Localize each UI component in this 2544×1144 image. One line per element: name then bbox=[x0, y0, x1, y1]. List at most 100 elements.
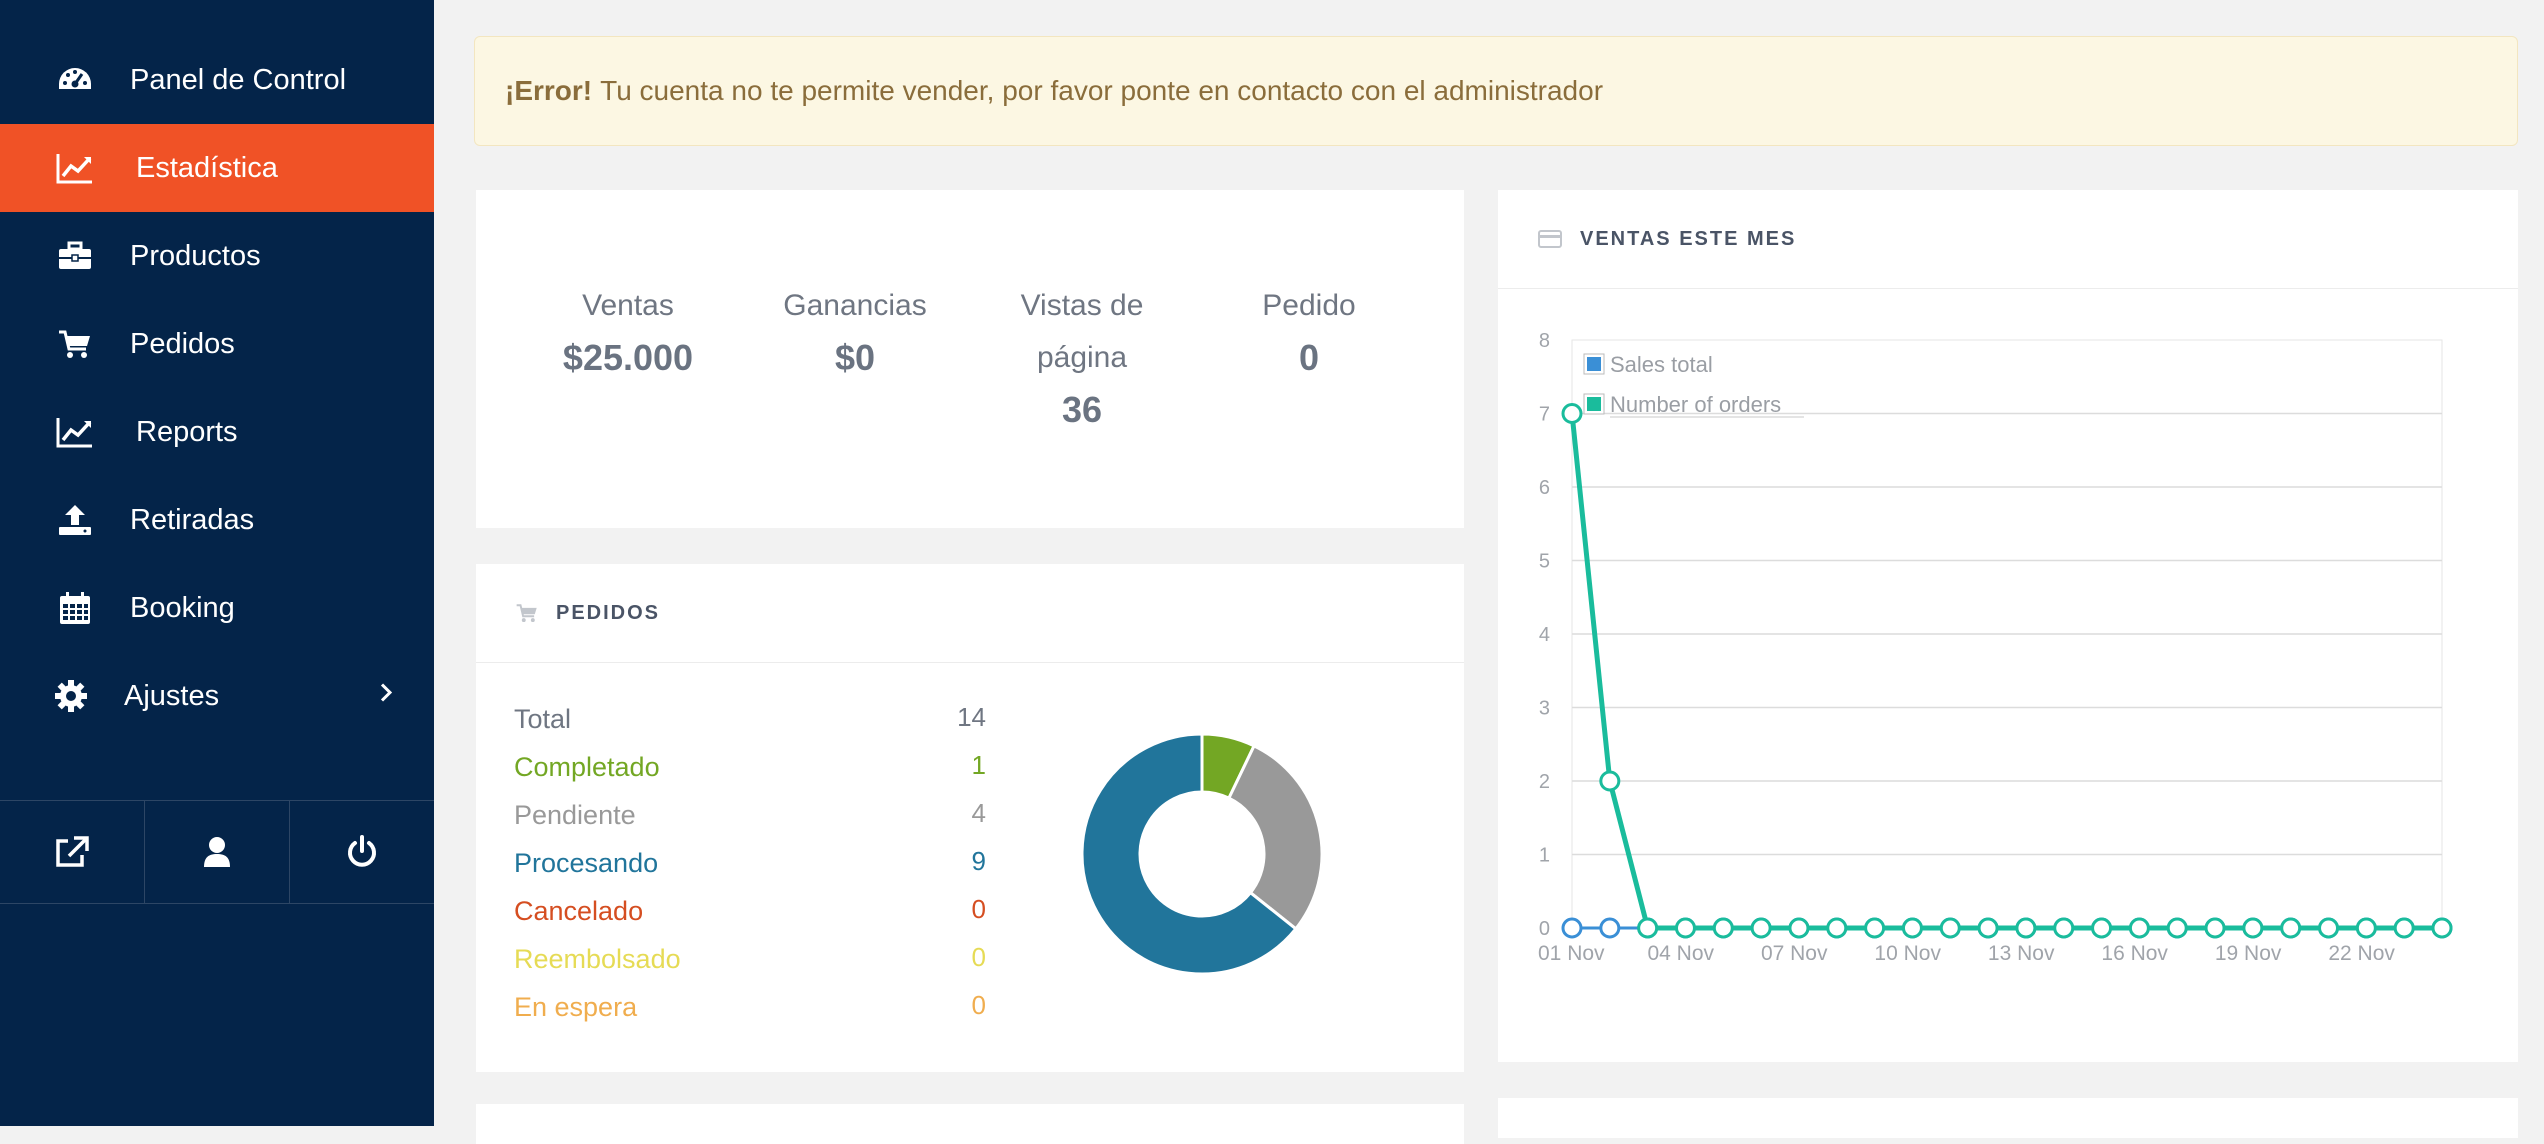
x-tick-label: 10 Nov bbox=[1874, 942, 1941, 965]
data-point bbox=[1750, 917, 1772, 939]
data-point bbox=[1826, 917, 1848, 939]
y-tick-label: 8 bbox=[1539, 330, 1550, 352]
y-tick-label: 0 bbox=[1539, 918, 1550, 940]
briefcase-icon bbox=[56, 237, 94, 275]
cart-icon bbox=[516, 603, 538, 623]
sidebar-item-retiradas[interactable]: Retiradas bbox=[0, 476, 434, 564]
stat-sales: Ventas $25.000 bbox=[528, 280, 728, 384]
order-status-row: Completado 1 bbox=[514, 746, 1446, 794]
data-point bbox=[1939, 917, 1961, 939]
data-point bbox=[1977, 917, 1999, 939]
data-point bbox=[2355, 917, 2377, 939]
sidebar: Panel de Control Estadística Productos P… bbox=[0, 0, 434, 1126]
donut-slice-procesando[interactable] bbox=[1080, 732, 1298, 976]
sidebar-item-panel-de-control[interactable]: Panel de Control bbox=[0, 36, 434, 124]
logout-button[interactable] bbox=[290, 801, 434, 903]
sidebar-item-label: Productos bbox=[130, 239, 261, 272]
gear-icon bbox=[52, 677, 90, 715]
stat-orders: Pedido 0 bbox=[1209, 280, 1409, 384]
stat-label: Pedido bbox=[1262, 289, 1356, 322]
data-point bbox=[1788, 917, 1810, 939]
data-point bbox=[1561, 403, 1583, 424]
order-status-count: 0 bbox=[971, 894, 986, 924]
next-card bbox=[476, 1104, 1464, 1144]
series-line-1 bbox=[1569, 413, 2442, 931]
donut-slice-pendiente[interactable] bbox=[1226, 743, 1324, 931]
external-link-icon bbox=[54, 835, 90, 869]
calendar-icon bbox=[56, 589, 94, 627]
upload-icon bbox=[56, 501, 94, 539]
data-point bbox=[1712, 917, 1734, 939]
order-status-count: 1 bbox=[971, 750, 986, 780]
data-point bbox=[2166, 917, 2188, 939]
visit-store-button[interactable] bbox=[0, 801, 145, 903]
sidebar-footer bbox=[0, 800, 434, 904]
dashboard-icon bbox=[56, 61, 94, 99]
line-chart-icon bbox=[56, 149, 94, 187]
data-point bbox=[1599, 770, 1621, 792]
cart-icon bbox=[56, 325, 94, 363]
data-point bbox=[2318, 917, 2340, 939]
card-title: PEDIDOS bbox=[556, 601, 661, 624]
order-status-row: Total 14 bbox=[514, 698, 1446, 746]
order-status-count: 0 bbox=[971, 990, 986, 1020]
y-tick-label: 4 bbox=[1539, 624, 1550, 646]
y-tick-label: 6 bbox=[1539, 477, 1550, 499]
x-tick-label: 07 Nov bbox=[1761, 942, 1828, 965]
order-status-count: 4 bbox=[971, 798, 986, 828]
sidebar-item-productos[interactable]: Productos bbox=[0, 212, 434, 300]
sidebar-item-reports[interactable]: Reports bbox=[0, 388, 434, 476]
order-status-row: Cancelado 0 bbox=[514, 890, 1446, 938]
y-tick-label: 1 bbox=[1539, 845, 1550, 867]
sidebar-item-ajustes[interactable]: Ajustes bbox=[0, 652, 434, 740]
sidebar-item-label: Panel de Control bbox=[130, 63, 347, 96]
sidebar-item-estadistica[interactable]: Estadística bbox=[0, 124, 434, 212]
sidebar-item-label: Ajustes bbox=[124, 679, 220, 712]
line-chart-icon bbox=[56, 413, 94, 451]
summary-card: Ventas $25.000 Ganancias $0 Vistas de pá… bbox=[476, 190, 1464, 528]
error-alert: ¡Error! Tu cuenta no te permite vender, … bbox=[474, 36, 2518, 146]
stat-earnings: Ganancias $0 bbox=[755, 280, 955, 384]
alert-strong: ¡Error! bbox=[505, 75, 593, 106]
order-status-label: Reembolsado bbox=[514, 944, 681, 974]
stat-label: Ganancias bbox=[783, 289, 927, 322]
legend-label: Sales total bbox=[1610, 352, 1713, 377]
data-point bbox=[2280, 917, 2302, 939]
x-tick-label: 16 Nov bbox=[2101, 942, 2168, 965]
order-status-label: Completado bbox=[514, 752, 660, 782]
sales-card-header: VENTAS ESTE MES bbox=[1498, 190, 2518, 289]
data-point bbox=[1637, 917, 1659, 939]
stat-value: $0 bbox=[834, 337, 876, 378]
sidebar-item-label: Booking bbox=[130, 591, 235, 624]
data-point bbox=[2128, 917, 2150, 939]
next-card bbox=[1498, 1098, 2518, 1138]
y-tick-label: 3 bbox=[1539, 698, 1550, 720]
order-status-row: Procesando 9 bbox=[514, 842, 1446, 890]
order-status-label: Cancelado bbox=[514, 896, 644, 926]
sidebar-item-label: Pedidos bbox=[130, 327, 235, 360]
data-point bbox=[2242, 917, 2264, 939]
sidebar-item-pedidos[interactable]: Pedidos bbox=[0, 300, 434, 388]
sales-line-chart: 0 1 2 3 4 5 6 7 8 01 Nov 04 Nov 07 Nov 10 Nov 13 Nov 1… bbox=[1538, 330, 2453, 965]
legend-swatch bbox=[1587, 357, 1601, 371]
order-status-label: Total bbox=[514, 704, 572, 734]
alert-message: Tu cuenta no te permite vender, por favo… bbox=[600, 75, 1604, 106]
x-tick-label: 04 Nov bbox=[1647, 942, 1714, 965]
sidebar-item-booking[interactable]: Booking bbox=[0, 564, 434, 652]
card-title: VENTAS ESTE MES bbox=[1580, 227, 1797, 250]
data-point bbox=[1864, 917, 1886, 939]
data-point bbox=[1901, 917, 1923, 939]
stat-label: Ventas bbox=[582, 289, 674, 322]
user-icon bbox=[203, 836, 231, 868]
legend-swatch bbox=[1587, 397, 1601, 411]
order-status-label: Pendiente bbox=[514, 800, 636, 830]
order-status-count: 14 bbox=[957, 702, 986, 732]
x-tick-label: 13 Nov bbox=[1988, 942, 2055, 965]
sidebar-item-label: Reports bbox=[136, 415, 238, 448]
order-status-row: Reembolsado 0 bbox=[514, 938, 1446, 986]
orders-card-header: PEDIDOS bbox=[476, 564, 1464, 663]
x-tick-label: 19 Nov bbox=[2215, 942, 2282, 965]
stat-value: 36 bbox=[1061, 389, 1103, 430]
profile-button[interactable] bbox=[145, 801, 290, 903]
stat-label-line2: página bbox=[1036, 341, 1128, 374]
